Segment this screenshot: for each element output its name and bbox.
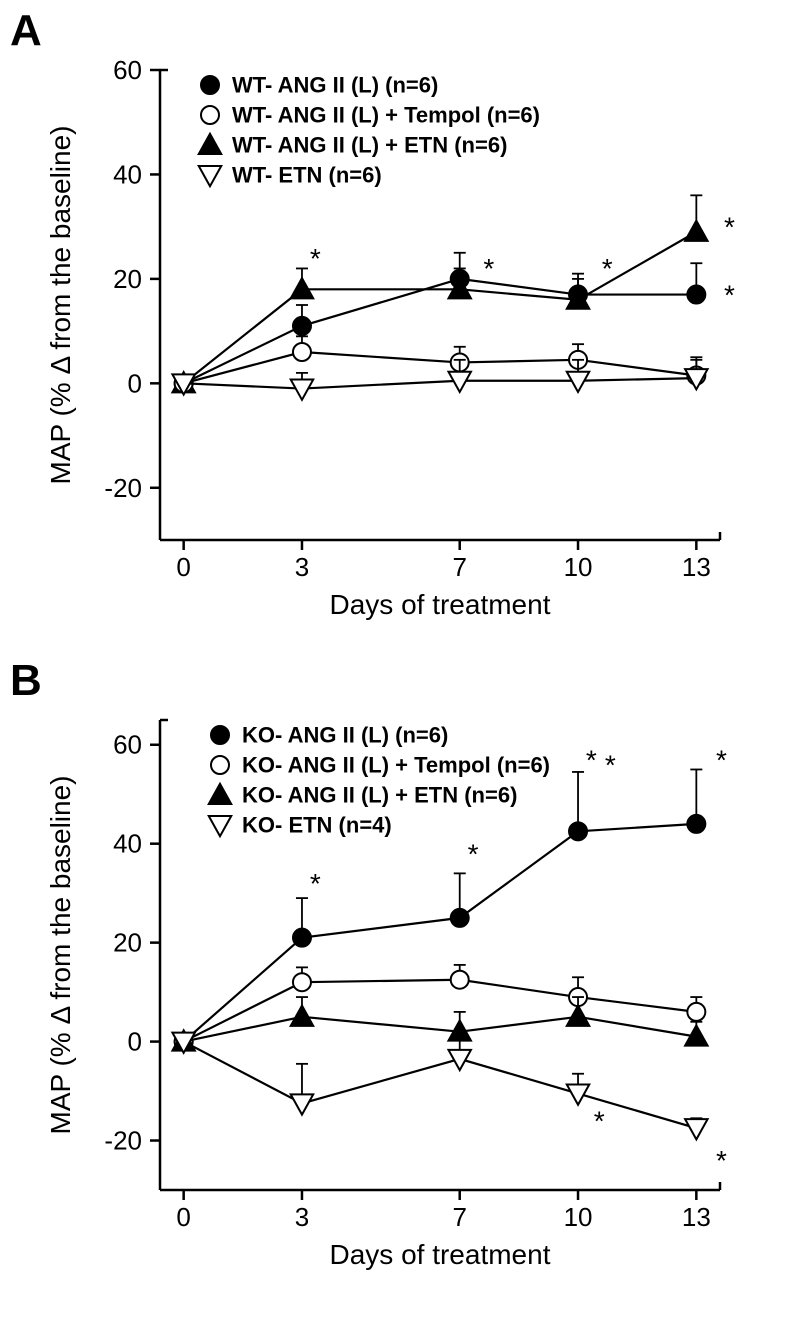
- svg-text:MAP (% Δ from the baseline): MAP (% Δ from the baseline): [45, 126, 76, 485]
- svg-text:KO- ETN (n=4): KO- ETN (n=4): [242, 813, 392, 838]
- svg-text:*: *: [724, 279, 735, 310]
- svg-text:*: *: [586, 744, 597, 775]
- svg-text:*: *: [483, 253, 494, 284]
- svg-text:*: *: [724, 211, 735, 242]
- svg-text:0: 0: [176, 552, 190, 582]
- svg-text:0: 0: [176, 1202, 190, 1232]
- svg-text:*: *: [716, 744, 727, 775]
- figure-svg: A -20 0 20 40 60 0 3 7 10 13 MAP (% Δ from the base…: [0, 0, 812, 1320]
- svg-text:MAP (% Δ from the baseline): MAP (% Δ from the baseline): [45, 776, 76, 1135]
- svg-text:3: 3: [295, 1202, 309, 1232]
- svg-text:*: *: [716, 1145, 727, 1176]
- svg-text:*: *: [594, 1106, 605, 1137]
- svg-text:WT- ANG II (L) (n=6): WT- ANG II (L) (n=6): [232, 73, 438, 98]
- svg-text:*: *: [468, 838, 479, 869]
- svg-text:13: 13: [682, 1202, 711, 1232]
- svg-text:60: 60: [113, 730, 142, 760]
- svg-text:*: *: [310, 868, 321, 899]
- svg-text:20: 20: [113, 928, 142, 958]
- svg-text:Days of treatment: Days of treatment: [330, 589, 551, 620]
- svg-text:KO- ANG II (L) + ETN (n=6): KO- ANG II (L) + ETN (n=6): [242, 783, 517, 808]
- svg-text:*: *: [310, 243, 321, 274]
- svg-text:10: 10: [564, 552, 593, 582]
- svg-text:*: *: [602, 253, 613, 284]
- svg-text:13: 13: [682, 552, 711, 582]
- svg-text:60: 60: [113, 55, 142, 85]
- svg-text:-20: -20: [104, 473, 142, 503]
- svg-text:40: 40: [113, 159, 142, 189]
- figure-container: A -20 0 20 40 60 0 3 7 10 13 MAP (% Δ from the base…: [0, 0, 812, 1320]
- svg-text:0: 0: [128, 368, 142, 398]
- svg-text:WT- ANG II (L) + Tempol (n=6): WT- ANG II (L) + Tempol (n=6): [232, 103, 540, 128]
- svg-text:KO- ANG II (L) (n=6): KO- ANG II (L) (n=6): [242, 723, 448, 748]
- svg-text:-20: -20: [104, 1126, 142, 1156]
- svg-text:7: 7: [452, 1202, 466, 1232]
- svg-text:A: A: [10, 6, 42, 55]
- svg-text:7: 7: [452, 552, 466, 582]
- svg-text:KO- ANG II (L) + Tempol (n=6): KO- ANG II (L) + Tempol (n=6): [242, 753, 550, 778]
- svg-text:20: 20: [113, 264, 142, 294]
- svg-text:10: 10: [564, 1202, 593, 1232]
- svg-text:3: 3: [295, 552, 309, 582]
- svg-text:WT- ETN (n=6): WT- ETN (n=6): [232, 163, 382, 188]
- svg-text:B: B: [10, 656, 42, 705]
- svg-text:WT- ANG II (L) + ETN (n=6): WT- ANG II (L) + ETN (n=6): [232, 133, 507, 158]
- svg-text:40: 40: [113, 829, 142, 859]
- svg-text:*: *: [605, 750, 616, 781]
- svg-text:Days of treatment: Days of treatment: [330, 1239, 551, 1270]
- svg-text:0: 0: [128, 1027, 142, 1057]
